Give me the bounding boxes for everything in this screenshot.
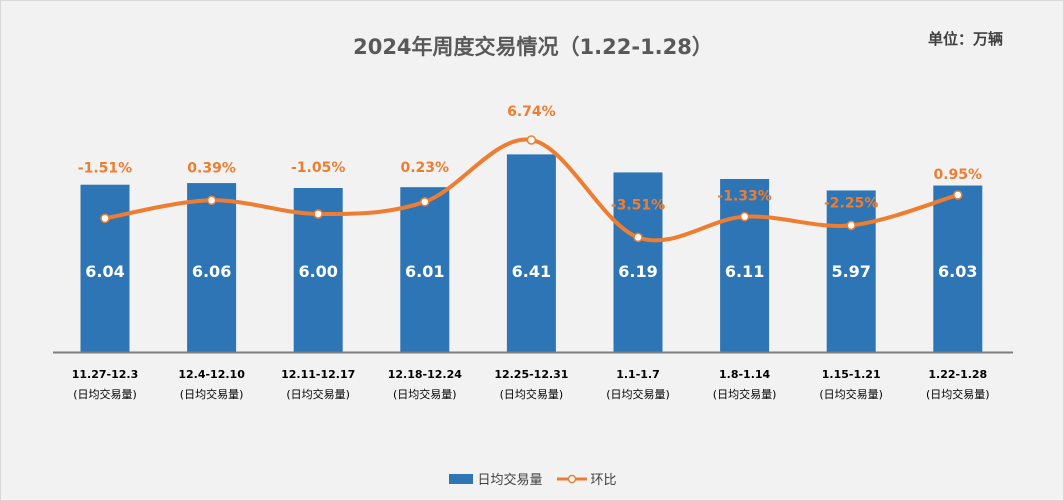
x-tick-sublabel: (日均交易量) (286, 387, 350, 401)
line-point (100, 213, 110, 224)
unit-label: 单位：万辆 (927, 30, 1003, 48)
line-value-label: -1.51% (78, 160, 132, 176)
x-tick-label: 1.15-1.21 (822, 368, 881, 381)
bar-value-label: 6.04 (85, 262, 124, 281)
bar (506, 154, 556, 352)
x-tick-label: 1.1-1.7 (616, 368, 660, 381)
legend-line-swatch (556, 474, 587, 483)
x-tick-sublabel: (日均交易量) (73, 387, 137, 401)
x-tick-sublabel: (日均交易量) (500, 387, 564, 401)
x-tick-label: 12.4-12.10 (178, 368, 245, 381)
legend-item-bar[interactable]: 日均交易量 (449, 469, 543, 488)
bar (613, 172, 663, 352)
line-point (526, 135, 537, 145)
legend-line-label: 环比 (590, 473, 617, 488)
bar-value-label: 6.41 (512, 262, 551, 281)
legend-bar-swatch (449, 473, 474, 484)
line-point (206, 195, 217, 206)
line-point (313, 209, 323, 219)
x-tick-sublabel: (日均交易量) (713, 387, 777, 401)
line-point (953, 190, 963, 200)
x-tick-label: 11.27-12.3 (72, 368, 139, 381)
bar (720, 178, 770, 352)
x-tick-label: 12.25-12.31 (494, 368, 568, 381)
line-value-label: 0.95% (934, 167, 983, 183)
line-value-label: 0.23% (401, 160, 450, 176)
x-tick-sublabel: (日均交易量) (180, 387, 244, 401)
bar-value-label: 6.11 (725, 262, 764, 281)
line-value-label: -1.33% (717, 189, 771, 205)
line-value-label: 0.39% (187, 160, 236, 176)
line-value-label: -1.05% (291, 160, 345, 176)
line-point (633, 232, 643, 243)
x-tick-label: 1.8-1.14 (719, 368, 771, 381)
x-tick-sublabel: (日均交易量) (393, 387, 457, 401)
line-value-label: -3.51% (611, 197, 665, 213)
line-value-label: -2.25% (824, 195, 878, 211)
x-tick-label: 1.22-1.28 (928, 368, 987, 381)
x-tick-sublabel: (日均交易量) (926, 387, 990, 401)
x-tick-sublabel: (日均交易量) (606, 387, 670, 401)
bar (933, 185, 983, 352)
x-tick-sublabel: (日均交易量) (819, 387, 883, 401)
line-point (739, 211, 750, 222)
bar (80, 184, 130, 352)
chart-title: 2024年周度交易情况（1.22-1.28） (353, 35, 713, 59)
bar (826, 190, 876, 352)
line-point (420, 197, 430, 207)
x-tick-label: 12.18-12.24 (388, 368, 462, 381)
legend-item-line[interactable]: 环比 (556, 469, 617, 488)
bar (187, 183, 237, 352)
legend-bar-label: 日均交易量 (477, 473, 543, 488)
bar-value-label: 6.03 (938, 262, 977, 281)
line-point (846, 220, 856, 231)
bar-value-label: 6.19 (618, 262, 657, 281)
legend: 日均交易量 环比 (1, 469, 1063, 488)
bar-value-label: 5.97 (831, 262, 870, 281)
line-value-label: 6.74% (507, 104, 556, 120)
bar-value-label: 6.06 (192, 262, 231, 281)
bar (400, 187, 450, 352)
bar-value-label: 6.01 (405, 262, 444, 281)
x-tick-label: 12.11-12.17 (281, 368, 355, 381)
bar-value-label: 6.00 (298, 262, 337, 281)
